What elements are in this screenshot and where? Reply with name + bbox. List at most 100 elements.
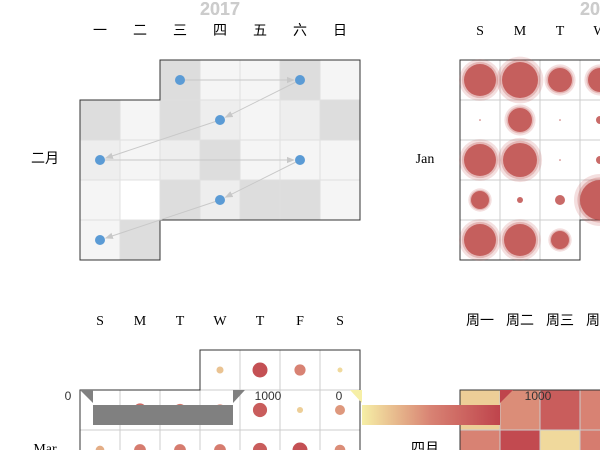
bubble	[596, 156, 600, 164]
heat-cell	[459, 429, 501, 450]
day-cell	[199, 429, 241, 450]
visual-map-handle	[80, 390, 93, 403]
heat-cell	[319, 59, 361, 101]
day-label: M	[514, 24, 527, 39]
bubble	[559, 119, 561, 121]
day-label: T	[176, 314, 185, 329]
heat-cell	[279, 99, 321, 141]
dot	[95, 445, 105, 450]
heat-cell	[239, 99, 281, 141]
visual-map-min: 0	[65, 389, 72, 403]
heat-cell	[159, 99, 201, 141]
day-cell	[319, 429, 361, 450]
day-label: 一	[93, 24, 107, 39]
bubble	[580, 180, 600, 220]
dot	[296, 406, 304, 414]
day-label: 四	[213, 24, 227, 39]
bubble	[555, 195, 565, 205]
day-cell	[119, 429, 161, 450]
day-label: W	[593, 24, 600, 39]
day-label: 周四	[586, 314, 600, 329]
day-label: 五	[253, 24, 267, 39]
graph-node	[95, 235, 105, 245]
visual-map-handle	[500, 390, 513, 403]
heat-cell	[279, 179, 321, 221]
graph-node	[215, 115, 225, 125]
calendar-title: 2017	[200, 0, 240, 19]
month-outline	[79, 349, 361, 450]
bubble	[551, 231, 569, 249]
bubble	[548, 68, 572, 92]
bubble	[502, 62, 538, 98]
day-label: 周一	[466, 314, 494, 329]
heat-cell	[539, 429, 581, 450]
dot	[214, 444, 226, 450]
heat-cell	[79, 99, 121, 141]
day-label: 日	[333, 24, 347, 39]
month-label: 二月	[31, 151, 59, 167]
graph-link	[224, 159, 301, 198]
day-cell	[159, 429, 201, 450]
month-label: Jan	[416, 152, 435, 167]
visual-map-min: 0	[336, 389, 343, 403]
bubble	[464, 64, 496, 96]
bubble	[508, 108, 532, 132]
heat-cell	[319, 179, 361, 221]
heat-cell	[79, 179, 121, 221]
day-cell	[279, 429, 321, 450]
heat-cell	[119, 219, 161, 261]
day-label: M	[134, 314, 147, 329]
graph-link	[104, 199, 221, 239]
dot	[252, 362, 268, 378]
graph-node	[215, 195, 225, 205]
heat-cell	[319, 139, 361, 181]
day-label: S	[96, 314, 104, 329]
day-label: T	[556, 24, 565, 39]
day-label: S	[336, 314, 344, 329]
day-label: 三	[173, 24, 187, 39]
dot	[292, 442, 308, 450]
visual-map-max: 1000	[255, 389, 282, 403]
graph-link	[224, 79, 301, 118]
graph-node	[95, 155, 105, 165]
month-label: Mar	[33, 442, 57, 450]
calendar-title: 2017	[200, 0, 240, 19]
visual-map-max: 1000	[525, 389, 552, 403]
dot	[337, 367, 343, 373]
graph-node	[175, 75, 185, 85]
day-label: 二	[133, 24, 147, 39]
graph-node	[295, 155, 305, 165]
bubble	[559, 159, 561, 161]
bubble	[517, 197, 523, 203]
heat-cell	[119, 179, 161, 221]
bubble	[464, 144, 496, 176]
day-label: F	[296, 314, 304, 329]
heat-cell	[579, 429, 600, 450]
bubble	[596, 116, 600, 124]
day-label: S	[476, 24, 484, 39]
heat-cell	[239, 179, 281, 221]
dot	[174, 444, 186, 450]
day-label: W	[213, 314, 227, 329]
heat-cell	[79, 219, 121, 261]
day-label: 六	[293, 23, 307, 39]
heat-cell	[499, 429, 541, 450]
day-cell	[79, 429, 121, 450]
day-label: 周三	[546, 314, 574, 329]
month-label: 四月	[411, 441, 439, 450]
month-outline	[459, 59, 600, 261]
heat-cell	[499, 389, 541, 431]
heat-cell	[119, 99, 161, 141]
day-cell	[579, 139, 600, 181]
day-label: 周二	[506, 314, 534, 329]
heat-cell	[319, 99, 361, 141]
dot	[252, 402, 268, 418]
bubble	[503, 143, 537, 177]
dot	[335, 405, 345, 415]
bubble	[471, 191, 489, 209]
day-label: T	[256, 314, 265, 329]
graph-link	[104, 119, 221, 159]
bubble	[588, 68, 600, 92]
dot	[294, 364, 306, 376]
visual-map-bar	[362, 405, 500, 425]
